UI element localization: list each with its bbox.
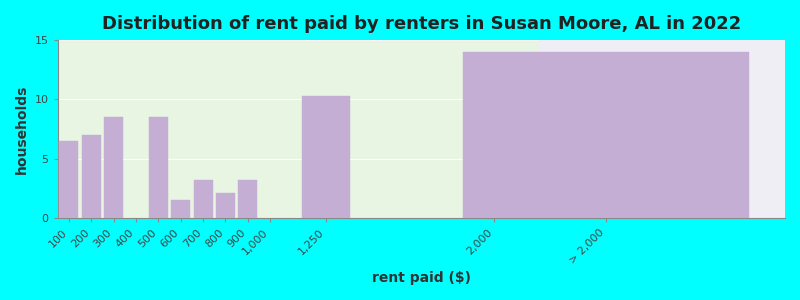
- Bar: [194, 180, 213, 218]
- Bar: [149, 117, 168, 218]
- Title: Distribution of rent paid by renters in Susan Moore, AL in 2022: Distribution of rent paid by renters in …: [102, 15, 741, 33]
- Bar: [82, 135, 101, 218]
- Bar: [59, 141, 78, 218]
- Bar: [104, 117, 123, 218]
- X-axis label: rent paid ($): rent paid ($): [372, 271, 470, 285]
- Y-axis label: households: households: [15, 84, 29, 174]
- Bar: [238, 180, 258, 218]
- Bar: [216, 193, 235, 218]
- Bar: [302, 96, 350, 218]
- Bar: [463, 52, 749, 218]
- Bar: [171, 200, 190, 218]
- Bar: [538, 40, 785, 218]
